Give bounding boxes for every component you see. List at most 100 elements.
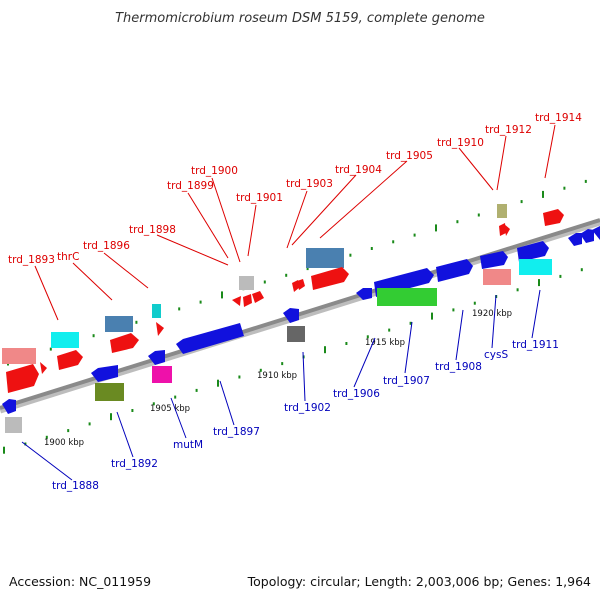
map-title: Thermomicrobium roseum DSM 5159, complet… [115,11,485,26]
gene-feature[interactable] [377,288,437,306]
tick-dot [563,186,566,190]
tick-label: 1900 kbp [44,438,84,448]
gene-label[interactable]: trd_1910 [437,137,484,149]
gene-label[interactable]: trd_1914 [535,112,582,124]
tick-dot [388,328,391,332]
tick-dot [152,402,155,406]
gene-feature[interactable] [95,383,124,401]
tick-dot [92,334,95,338]
gene-feature[interactable] [57,350,83,370]
tick-dot [473,301,476,305]
tick-dot [584,179,587,183]
gene-feature[interactable] [51,332,79,348]
gene-features-top [2,204,600,393]
gene-label[interactable]: trd_1900 [191,165,238,177]
gene-label[interactable]: trd_1905 [386,150,433,162]
gene-feature[interactable] [252,291,264,303]
gene-feature[interactable] [152,366,172,383]
gene-feature[interactable] [356,288,372,300]
tick-dot [110,413,112,421]
gene-feature[interactable] [297,279,305,290]
tick-dot [281,362,284,366]
gene-feature[interactable] [311,267,349,290]
tick-dot [324,346,326,354]
gene-feature[interactable] [517,241,549,262]
gene-label[interactable]: trd_1912 [485,124,532,136]
tick-dot [49,347,52,351]
gene-feature[interactable] [483,269,511,285]
gene-feature[interactable] [91,365,118,382]
tick-dot [520,200,523,204]
tick-dot [392,240,395,244]
gene-label[interactable]: trd_1906 [333,388,380,400]
tick-dot [456,220,459,224]
gene-feature[interactable] [110,333,139,353]
gene-label[interactable]: trd_1902 [284,402,331,414]
gene-label[interactable]: trd_1897 [213,426,260,438]
gene-feature[interactable] [2,399,16,414]
gene-feature[interactable] [306,248,344,268]
gene-label[interactable]: mutM [173,439,203,451]
gene-feature[interactable] [176,323,244,354]
gene-feature[interactable] [232,296,241,306]
tick-dot [67,429,70,433]
gene-label[interactable]: thrC [57,251,79,263]
gene-label[interactable]: trd_1892 [111,458,158,470]
gene-feature[interactable] [436,259,473,282]
gene-feature[interactable] [504,224,510,236]
gene-label[interactable]: trd_1888 [52,480,99,492]
gene-feature[interactable] [568,233,582,246]
gene-feature[interactable] [239,276,254,290]
tick-dot [452,308,455,312]
gene-feature[interactable] [287,326,305,342]
gene-feature[interactable] [580,229,594,243]
gene-label[interactable]: trd_1901 [236,192,283,204]
gene-label[interactable]: trd_1911 [512,339,559,351]
gene-label[interactable]: trd_1904 [335,164,382,176]
gene-feature[interactable] [480,251,508,269]
tick-dot [435,224,437,232]
tick-label: 1910 kbp [257,371,297,381]
gene-feature[interactable] [497,204,507,218]
gene-feature[interactable] [592,226,600,240]
tick-dot [178,307,181,311]
gene-feature[interactable] [148,350,165,365]
gene-feature[interactable] [40,362,47,374]
tick-dot [306,267,309,271]
gene-feature[interactable] [519,259,552,275]
gene-label[interactable]: trd_1898 [129,224,176,236]
gene-feature[interactable] [105,316,133,332]
tick-dot [538,279,540,287]
gene-label[interactable]: trd_1907 [383,375,430,387]
tick-dot [3,446,5,454]
tick-dot [195,388,198,392]
tick-dot [370,247,373,250]
gene-label[interactable]: trd_1893 [8,254,55,266]
gene-feature[interactable] [152,304,161,318]
top-gene-labels: trd_1893 thrC trd_1896 trd_1898 trd_1899… [8,112,582,266]
tick-dot [413,233,416,237]
bottom-gene-labels: trd_1888 trd_1892 mutM trd_1897 trd_1902… [52,339,559,492]
gene-label[interactable]: trd_1899 [167,180,214,192]
gene-label[interactable]: trd_1908 [435,361,482,373]
gene-features-bottom [2,308,305,433]
gene-feature[interactable] [499,223,506,236]
tick-dot [45,435,48,439]
gene-feature[interactable] [6,364,39,393]
tick-label: 1920 kbp [472,309,512,319]
gene-label[interactable]: trd_1903 [286,178,333,190]
gene-label[interactable]: cysS [484,349,508,361]
tick-dot [345,342,348,345]
tick-dot [516,288,519,292]
gene-feature[interactable] [5,417,22,433]
gene-feature[interactable] [2,348,36,364]
gene-feature[interactable] [243,294,252,307]
tick-dot [349,253,352,257]
gene-feature[interactable] [156,322,164,336]
gene-feature[interactable] [543,209,564,226]
gene-feature[interactable] [283,308,299,323]
gene-label[interactable]: trd_1896 [83,240,130,252]
tick-dot [135,320,138,324]
accession-text: Accession: NC_011959 [9,574,151,589]
